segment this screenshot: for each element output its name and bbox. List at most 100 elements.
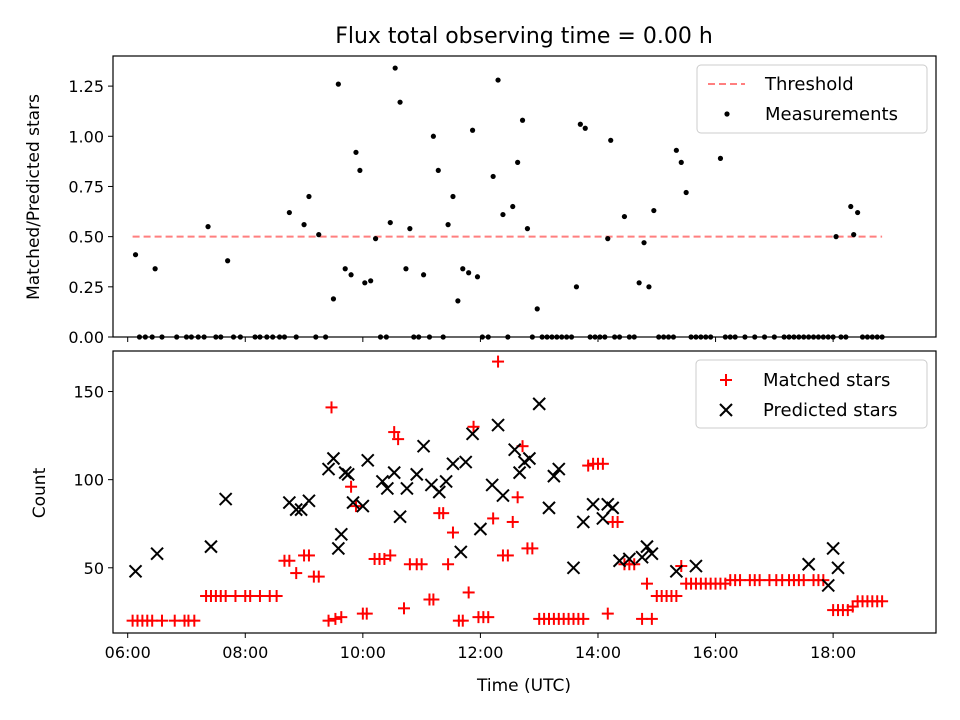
measurement-point [330, 296, 337, 302]
matched-star-point [501, 549, 514, 562]
predicted-star-point [393, 509, 407, 524]
measurement-point [435, 167, 441, 174]
x-axis-label-time: Time (UTC) [476, 676, 571, 696]
matched-star-point [611, 515, 624, 528]
predicted-star-point [491, 418, 505, 432]
predicted-star-point [334, 527, 348, 542]
bottom-legend: Matched stars Predicted stars [695, 359, 928, 429]
bottom-x-tick-label: 18:00 [810, 643, 856, 662]
matched-star-point [302, 549, 315, 562]
top-legend: Threshold Measurements [696, 64, 928, 134]
measurement-point [286, 209, 292, 216]
predicted-star-point [605, 501, 620, 515]
measurement-point [342, 266, 348, 272]
predicted-star-point [473, 522, 488, 536]
measurement-point [524, 226, 531, 232]
measurement-point [397, 99, 403, 105]
predicted-star-point [566, 561, 581, 575]
predicted-star-point [801, 557, 816, 571]
bottom-x-tick-label: 08:00 [222, 643, 268, 662]
matched-star-point [506, 515, 519, 528]
matched-star-point [526, 542, 539, 555]
predicted-star-point [439, 474, 453, 489]
matched-star-point [640, 577, 653, 590]
matched-star-point [456, 614, 469, 627]
predicted-star-point [150, 546, 164, 561]
chart-title: Flux total observing time = 0.00 h [335, 24, 713, 49]
measurement-point [205, 224, 211, 230]
measurement-point [573, 284, 580, 290]
measurement-point [316, 232, 322, 238]
legend-measurements-swatch [724, 111, 730, 117]
measurement-point [495, 77, 501, 83]
matched-star-point [645, 612, 658, 625]
predicted-star-point [204, 539, 218, 554]
legend-measurements-label: Measurements [765, 104, 898, 125]
matched-star-point [155, 614, 168, 627]
measurement-point [335, 81, 341, 87]
measurement-point [132, 252, 139, 258]
predicted-star-point [645, 546, 659, 561]
matched-star-point [482, 611, 495, 624]
matched-star-point [577, 612, 590, 625]
predicted-star-point [826, 541, 840, 556]
bottom-y-ticks: 50 100 150 [73, 383, 113, 578]
matched-star-point [335, 611, 348, 624]
matched-star-point [487, 512, 500, 525]
measurement-point [582, 125, 588, 131]
matched-star-point [188, 614, 201, 627]
predicted-star-point [512, 465, 527, 480]
predicted-star-point [289, 502, 303, 517]
y-axis-label-ratio: Matched/Predicted stars [24, 94, 44, 300]
predicted-star-point [552, 462, 566, 476]
predicted-star-point [432, 485, 446, 499]
matched-star-point [388, 426, 401, 439]
legend-matched-label: Matched stars [763, 370, 890, 391]
predicted-star-point [400, 481, 414, 496]
measurement-point [833, 234, 839, 240]
measurement-point [407, 226, 413, 232]
top-legend-box [696, 64, 928, 134]
predicted-star-point [410, 467, 424, 482]
measurement-point [372, 236, 379, 242]
predicted-star-point [446, 457, 460, 471]
predicted-star-point [380, 481, 395, 496]
legend-matched-swatch [720, 374, 732, 386]
top-y-tick-label: 1.25 [68, 77, 104, 96]
measurement-point [225, 258, 231, 264]
y-axis-label-count: Count [30, 467, 50, 518]
predicted-star-point [507, 442, 522, 457]
predicted-star-point [361, 453, 375, 467]
measurement-point [646, 284, 652, 290]
bottom-panel: Count Time (UTC) 50 100 150 06:00 08:00 10:0… [30, 350, 937, 696]
predicted-star-point [596, 511, 610, 526]
measurement-point [651, 207, 657, 214]
measurement-point [717, 155, 724, 161]
predicted-star-point [586, 497, 600, 512]
top-y-tick-label: 1.00 [68, 127, 104, 146]
measurement-point [641, 240, 647, 246]
measurement-point [673, 147, 679, 153]
predicted-star-point [622, 552, 637, 566]
matched-star-point [392, 433, 405, 446]
measurement-point [362, 280, 368, 286]
measurement-point [577, 121, 583, 127]
predicted-star-point [331, 541, 346, 556]
measurement-point [519, 117, 526, 123]
measurement-point [387, 219, 393, 226]
legend-predicted-swatch [719, 403, 733, 417]
measurement-point [636, 280, 642, 286]
matched-star-point [446, 526, 459, 539]
predicted-star-point [640, 539, 654, 554]
top-y-tick-label: 0.00 [68, 328, 104, 347]
measurement-point [392, 65, 398, 71]
predicted-star-point [547, 469, 561, 483]
predicted-star-point [128, 564, 143, 579]
matched-star-point [345, 480, 358, 493]
bottom-x-tick-label: 06:00 [105, 643, 151, 662]
measurement-point [348, 272, 354, 278]
matched-star-point [462, 586, 475, 599]
measurement-point [678, 159, 684, 165]
measurement-point [515, 159, 521, 165]
